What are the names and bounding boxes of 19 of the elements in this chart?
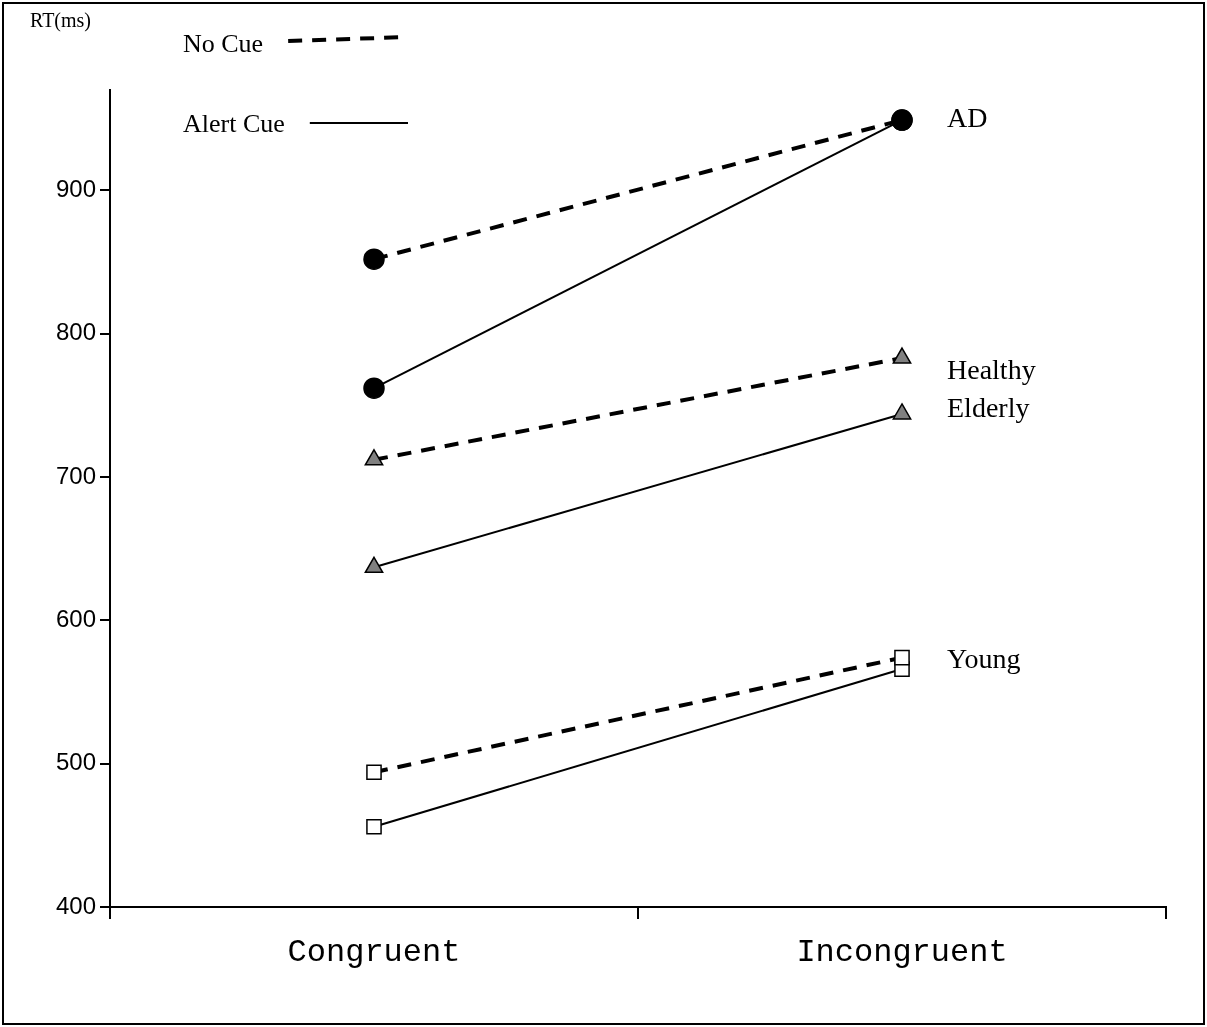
y-tick-label: 700 [55, 461, 96, 489]
annotation: AD [947, 102, 988, 134]
legend-label: No Cue [183, 28, 264, 58]
y-tick-label: 800 [55, 318, 96, 346]
annotation: Healthy Elderly [947, 354, 1036, 424]
point [366, 764, 382, 781]
annotation: Young [947, 642, 1021, 674]
y-tick-label: 900 [55, 174, 96, 202]
x-tick-label: Incongruent [796, 933, 1008, 971]
x-tick-label: Congruent [287, 933, 461, 971]
point [894, 649, 910, 666]
point [363, 377, 385, 399]
y-tick-label: 400 [55, 891, 96, 919]
y-tick-label: 600 [55, 604, 96, 632]
y-tick-label: 500 [55, 748, 96, 776]
point [363, 248, 385, 270]
y-axis-title: RT(ms) [30, 9, 92, 33]
point [366, 818, 382, 835]
legend-label: Alert Cue [183, 108, 285, 138]
